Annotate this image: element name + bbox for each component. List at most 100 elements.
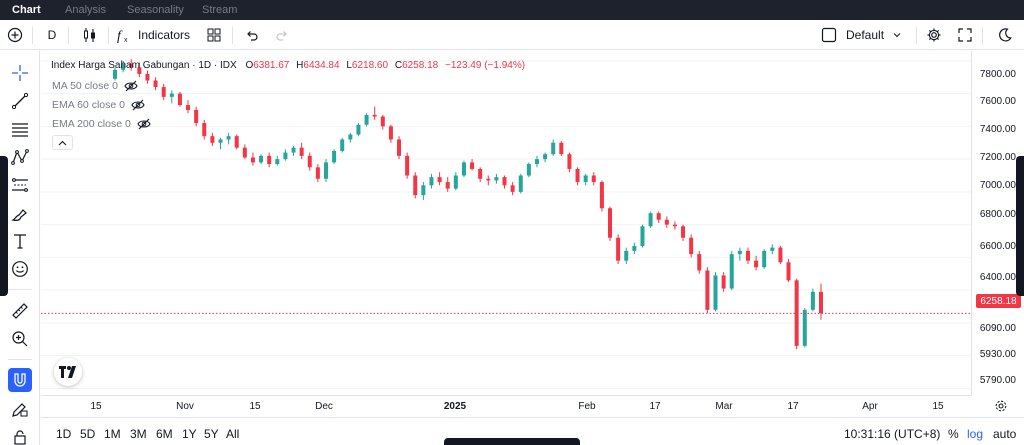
high-label: H bbox=[296, 60, 304, 71]
candle-body bbox=[259, 155, 264, 163]
price-label: 5930.00 bbox=[979, 349, 1016, 360]
open-value: 6381.67 bbox=[253, 60, 290, 71]
fib-tool[interactable] bbox=[8, 117, 32, 141]
right-panel-handle[interactable] bbox=[1016, 156, 1024, 296]
candle-body bbox=[786, 262, 791, 281]
tradingview-logo[interactable] bbox=[54, 358, 82, 386]
candle-body bbox=[624, 250, 629, 261]
chevron-up-icon bbox=[58, 140, 67, 145]
candle-body bbox=[737, 250, 742, 255]
candle-body bbox=[551, 142, 556, 155]
lock-tool[interactable] bbox=[8, 425, 32, 445]
time-label: 15 bbox=[90, 401, 102, 412]
candle-body bbox=[445, 182, 450, 189]
top-tab-bar: Chart Analysis Seasonality Stream bbox=[0, 0, 1024, 20]
tab-analysis[interactable]: Analysis bbox=[65, 4, 106, 16]
price-label: 7800.00 bbox=[979, 69, 1016, 80]
candle-body bbox=[429, 177, 434, 186]
fullscreen-button[interactable] bbox=[954, 20, 976, 50]
candle-body bbox=[575, 168, 580, 183]
price-axis[interactable]: 7800.00 7600.00 7400.00 7200.00 7000.00 … bbox=[971, 51, 1024, 395]
candle-body bbox=[364, 114, 369, 125]
symbol-title[interactable]: Index Harga Saham Gabungan · 1D · IDX bbox=[51, 60, 237, 71]
theme-toggle-button[interactable] bbox=[994, 20, 1016, 50]
ruler-lines-icon bbox=[12, 178, 28, 192]
text-tool[interactable] bbox=[8, 229, 32, 253]
time-label: Nov bbox=[176, 401, 194, 412]
range-button-1d[interactable]: 1D bbox=[56, 427, 72, 441]
add-symbol-button[interactable] bbox=[4, 20, 26, 50]
settings-button[interactable] bbox=[922, 20, 946, 50]
collapse-legend-button[interactable] bbox=[52, 135, 73, 150]
eye-hidden-icon[interactable] bbox=[137, 118, 151, 130]
eye-hidden-icon[interactable] bbox=[131, 99, 145, 111]
lock-drawings-tool[interactable] bbox=[8, 397, 32, 421]
candle-body bbox=[421, 185, 426, 196]
time-axis[interactable]: 15 Nov 15 Dec 2025 Feb 17 Mar 17 Apr 15 bbox=[41, 395, 971, 417]
range-button-5y[interactable]: 5Y bbox=[204, 427, 219, 441]
forecast-tool[interactable] bbox=[8, 173, 32, 197]
candle-body bbox=[510, 185, 515, 192]
pattern-tool[interactable] bbox=[8, 145, 32, 169]
axis-settings-button[interactable] bbox=[994, 399, 1008, 418]
zoom-tool[interactable] bbox=[8, 327, 32, 351]
range-button-1m[interactable]: 1M bbox=[104, 427, 121, 441]
candle-body bbox=[616, 237, 621, 261]
candle-body bbox=[461, 162, 466, 176]
text-icon bbox=[14, 234, 26, 249]
candle-body bbox=[778, 247, 783, 263]
candle-body bbox=[218, 139, 223, 143]
candle-body bbox=[478, 168, 483, 179]
measure-tool[interactable] bbox=[8, 299, 32, 323]
left-panel-handle[interactable] bbox=[0, 156, 8, 296]
templates-button[interactable] bbox=[204, 20, 224, 50]
svg-text:f: f bbox=[117, 29, 123, 43]
candle-body bbox=[397, 139, 402, 156]
magnet-tool[interactable] bbox=[8, 368, 32, 392]
tab-stream[interactable]: Stream bbox=[202, 4, 238, 16]
chart-type-button[interactable] bbox=[78, 20, 102, 50]
layout-select[interactable]: Default bbox=[846, 20, 912, 50]
candlestick-chart[interactable] bbox=[41, 51, 971, 395]
auto-toggle[interactable]: auto bbox=[993, 427, 1017, 441]
tab-seasonality[interactable]: Seasonality bbox=[127, 4, 184, 16]
range-button-1y[interactable]: 1Y bbox=[182, 427, 197, 441]
bottom-panel-handle[interactable] bbox=[444, 438, 580, 445]
emoji-tool[interactable] bbox=[8, 257, 32, 281]
undo-button[interactable] bbox=[242, 20, 262, 50]
candle-body bbox=[242, 147, 247, 158]
chart-pane[interactable] bbox=[41, 51, 971, 395]
range-button-all[interactable]: All bbox=[226, 427, 240, 441]
candle-body bbox=[632, 245, 637, 251]
range-button-6m[interactable]: 6M bbox=[156, 427, 173, 441]
indicator-row-ma50[interactable]: MA 50 close 0 bbox=[52, 80, 138, 92]
layout-checkbox[interactable] bbox=[818, 20, 840, 50]
indicator-row-ema200[interactable]: EMA 200 close 0 bbox=[52, 118, 151, 130]
trend-line-tool[interactable] bbox=[8, 89, 32, 113]
price-label: 6600.00 bbox=[979, 241, 1016, 252]
clock-timezone[interactable]: 10:31:16 (UTC+8) bbox=[844, 427, 941, 441]
range-button-5d[interactable]: 5D bbox=[80, 427, 96, 441]
candle-body bbox=[129, 64, 134, 68]
low-value: 6218.60 bbox=[351, 60, 389, 71]
zoom-in-icon bbox=[12, 331, 28, 347]
candle-body bbox=[453, 175, 458, 189]
candle-body bbox=[210, 136, 215, 143]
percent-toggle[interactable]: % bbox=[948, 427, 959, 441]
tab-chart[interactable]: Chart bbox=[12, 4, 41, 16]
candle-body bbox=[689, 237, 694, 255]
redo-button[interactable] bbox=[272, 20, 292, 50]
eye-hidden-icon[interactable] bbox=[124, 80, 138, 92]
crosshair-tool[interactable] bbox=[8, 61, 32, 85]
candle-body bbox=[762, 250, 767, 268]
brush-tool[interactable] bbox=[8, 201, 32, 225]
candle-body bbox=[794, 280, 799, 346]
candle-body bbox=[470, 162, 475, 169]
log-toggle[interactable]: log bbox=[967, 427, 984, 441]
range-button-3m[interactable]: 3M bbox=[130, 427, 147, 441]
candle-body bbox=[705, 270, 710, 310]
indicator-row-ema60[interactable]: EMA 60 close 0 bbox=[52, 99, 145, 111]
interval-button[interactable]: D bbox=[47, 28, 57, 42]
